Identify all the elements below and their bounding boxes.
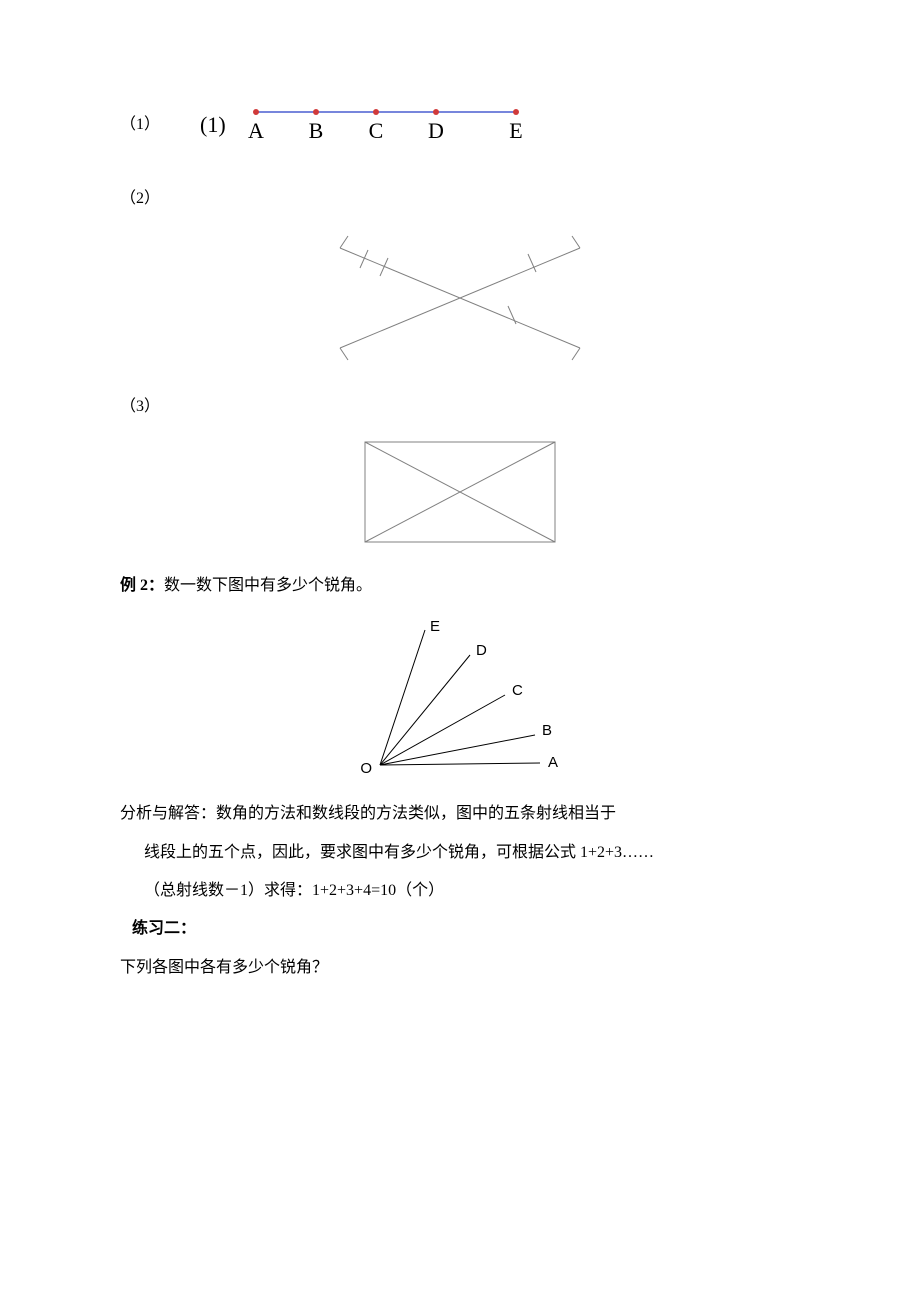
- page: （1） (1) A B C D E （2）: [0, 0, 920, 1067]
- problem-3-label: （3）: [120, 388, 800, 426]
- fig-e2-C: C: [512, 682, 523, 699]
- fig1-pt-A: A: [248, 118, 264, 143]
- figure-2-wrap: [120, 228, 800, 368]
- practice-2-heading: 练习二：: [120, 910, 800, 948]
- fig-e2-O: O: [360, 760, 372, 775]
- figure-3-rectangle-diagonals: [360, 437, 560, 547]
- problem-1-label: （1）: [120, 106, 160, 144]
- example-2-rest: 数一数下图中有多少个锐角。: [164, 577, 372, 594]
- figure-example2-wrap: O A B C D E: [120, 615, 800, 775]
- analysis-line-2: 线段上的五个点，因此，要求图中有多少个锐角，可根据公式 1+2+3……: [120, 834, 800, 872]
- fig1-pt-C: C: [368, 118, 383, 143]
- problem-2-label: （2）: [120, 180, 800, 218]
- figure-example2-rays: O A B C D E: [340, 615, 580, 775]
- analysis-line-3: （总射线数－1）求得：1+2+3+4=10（个）: [120, 872, 800, 910]
- fig-e2-A: A: [548, 754, 558, 771]
- example-2-prefix: 例 2：: [120, 577, 164, 594]
- fig-e2-B: B: [542, 722, 552, 739]
- fig1-pt-B: B: [308, 118, 323, 143]
- analysis-line-1: 分析与解答：数角的方法和数线段的方法类似，图中的五条射线相当于: [120, 795, 800, 833]
- figure-3-wrap: [120, 437, 800, 547]
- fig-e2-D: D: [476, 642, 487, 659]
- practice-2-line1: 下列各图中各有多少个锐角？: [120, 949, 800, 987]
- fig1-prefix: (1): [200, 112, 226, 138]
- fig1-pt-E: E: [509, 118, 522, 143]
- figure-2-cross-lines: [310, 228, 610, 368]
- fig1-pt-D: D: [428, 118, 444, 143]
- fig-e2-E: E: [430, 618, 440, 635]
- example-2-heading: 例 2：数一数下图中有多少个锐角。: [120, 567, 800, 605]
- problem-1-row: （1） (1) A B C D E: [120, 100, 800, 150]
- figure-1-line-segment: A B C D E: [246, 100, 536, 150]
